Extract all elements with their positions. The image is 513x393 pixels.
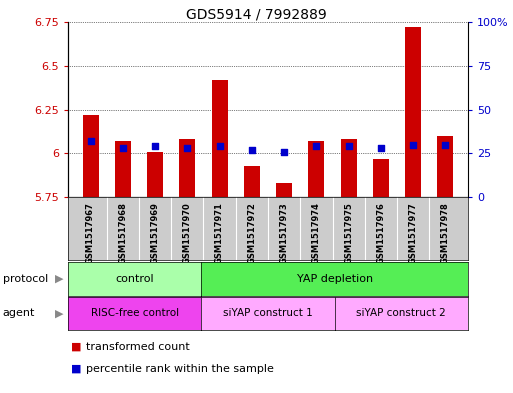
Point (215, 143, 224, 149)
Text: ▶: ▶ (55, 274, 64, 284)
Point (441, 141, 449, 148)
Point (312, 143, 321, 149)
Text: GSM1517974: GSM1517974 (312, 202, 321, 264)
Text: GSM1517972: GSM1517972 (247, 202, 256, 264)
Text: ■: ■ (71, 342, 81, 352)
Text: GSM1517969: GSM1517969 (151, 202, 160, 264)
Bar (147, 151, 163, 197)
Text: percentile rank within the sample: percentile rank within the sample (86, 364, 274, 374)
Bar (308, 141, 324, 197)
Text: GSM1517978: GSM1517978 (441, 202, 450, 264)
Text: GSM1517976: GSM1517976 (377, 202, 385, 264)
Text: GSM1517977: GSM1517977 (409, 202, 418, 264)
Point (119, 145, 127, 151)
Point (345, 143, 353, 149)
Point (280, 148, 288, 154)
Bar (341, 139, 357, 197)
Point (248, 147, 256, 153)
Text: GSM1517975: GSM1517975 (344, 202, 353, 264)
Bar (179, 139, 195, 197)
Point (183, 145, 191, 151)
Bar (115, 141, 131, 197)
Bar (373, 158, 389, 197)
Text: GSM1517967: GSM1517967 (86, 202, 95, 264)
Text: GSM1517970: GSM1517970 (183, 202, 192, 264)
Text: ▶: ▶ (55, 309, 64, 318)
Bar (83, 115, 98, 197)
Text: GSM1517973: GSM1517973 (280, 202, 289, 264)
Text: GSM1517968: GSM1517968 (119, 202, 127, 264)
Text: GDS5914 / 7992889: GDS5914 / 7992889 (186, 8, 327, 22)
Point (377, 145, 385, 151)
Bar (405, 27, 421, 197)
Text: ■: ■ (71, 364, 81, 374)
Point (409, 141, 417, 148)
Point (151, 143, 159, 149)
Bar (244, 165, 260, 197)
Text: siYAP construct 2: siYAP construct 2 (357, 309, 446, 318)
Text: transformed count: transformed count (86, 342, 190, 352)
Text: YAP depletion: YAP depletion (297, 274, 373, 284)
Text: control: control (115, 274, 154, 284)
Text: RISC-free control: RISC-free control (91, 309, 179, 318)
Bar (276, 183, 292, 197)
Bar (211, 80, 228, 197)
Bar (438, 136, 453, 197)
Text: siYAP construct 1: siYAP construct 1 (223, 309, 313, 318)
Text: GSM1517971: GSM1517971 (215, 202, 224, 264)
Text: protocol: protocol (3, 274, 48, 284)
Text: agent: agent (3, 309, 35, 318)
Point (87, 138, 95, 144)
